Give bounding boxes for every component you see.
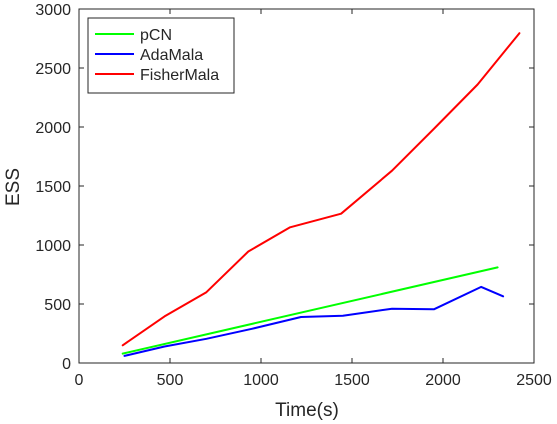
y-tick-label: 1500	[35, 179, 71, 196]
y-tick-label: 500	[44, 297, 71, 314]
y-tick-label: 3000	[35, 2, 71, 19]
x-tick-label: 1500	[334, 372, 370, 389]
x-tick-label: 1000	[243, 372, 279, 389]
legend: pCN AdaMala FisherMala	[87, 17, 235, 94]
x-axis-label: Time(s)	[275, 400, 339, 421]
series-line-fishermala	[121, 32, 521, 347]
y-tick-label: 2000	[35, 120, 71, 137]
x-tick-label: 0	[75, 372, 84, 389]
y-tick-label: 1000	[35, 238, 71, 255]
y-tick-label: 0	[62, 356, 71, 373]
axis-ticks: 0 500 1000 1500 2000 2500 0 500 1000 1500 2000 2500…	[35, 2, 551, 389]
series-line-pcn	[121, 266, 499, 355]
series-lines	[121, 32, 521, 357]
x-tick-label: 500	[157, 372, 184, 389]
x-tick-label: 2500	[516, 372, 552, 389]
x-tick-label: 2000	[425, 372, 461, 389]
y-axis-label: ESS	[3, 168, 24, 206]
y-tick-label: 2500	[35, 61, 71, 78]
series-line-adamala	[123, 285, 505, 357]
legend-label: FisherMala	[140, 67, 219, 84]
legend-label: pCN	[140, 27, 172, 44]
legend-label: AdaMala	[140, 47, 203, 64]
legend-box	[87, 17, 235, 94]
